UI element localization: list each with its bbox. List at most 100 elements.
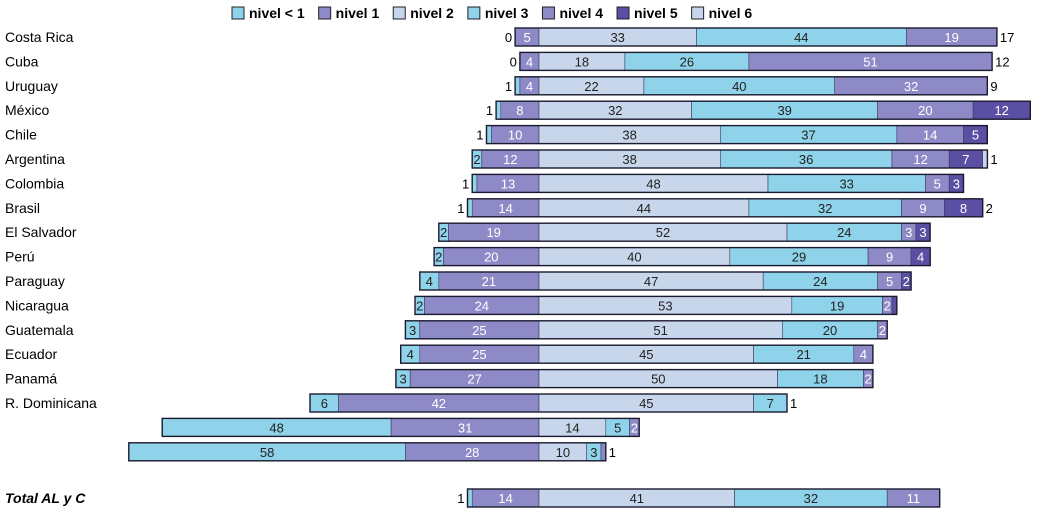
bar-row: Cuba 4 18 26 51 0 12 xyxy=(5,51,1010,72)
bar-segment xyxy=(982,149,988,169)
legend-swatch xyxy=(318,6,332,20)
bar-segment xyxy=(891,296,898,315)
legend-swatch xyxy=(392,6,406,20)
segment-label: 20 xyxy=(918,103,932,118)
segment-label: 11 xyxy=(907,491,921,506)
bar-row: R. Dominicana 6 42 45 7 1 xyxy=(5,393,797,413)
bar-row: Nicaragua 2 24 53 19 2 xyxy=(5,295,898,316)
bar-row: Costa Rica 5 33 44 19 0 17 xyxy=(5,27,1014,47)
legend-label: nivel 2 xyxy=(410,5,454,21)
bar-row: México 8 32 39 20 12 1 xyxy=(5,100,1032,120)
segment-label: 2 xyxy=(473,152,480,167)
row-label: Argentina xyxy=(5,151,65,167)
segment-label: 2 xyxy=(631,420,638,435)
legend-item: nivel 3 xyxy=(467,5,529,21)
segment-label: 28 xyxy=(465,445,479,460)
legend-label: nivel 3 xyxy=(485,5,529,21)
bar-outline xyxy=(419,271,912,291)
legend-label: nivel 5 xyxy=(634,5,678,21)
legend-label: nivel 6 xyxy=(709,5,753,21)
segment-label: 42 xyxy=(432,396,446,411)
segment-label: 18 xyxy=(575,54,589,69)
bar-outline xyxy=(466,488,941,508)
segment-label: 5 xyxy=(523,30,530,45)
bar-outline xyxy=(395,368,874,389)
bar-segment xyxy=(471,174,478,193)
row-label: Guatemala xyxy=(5,322,74,338)
bar-row: El Salvador 2 19 52 24 3 3 xyxy=(5,222,931,242)
segment-label: 19 xyxy=(486,225,500,240)
row-label: Total AL y C xyxy=(5,490,86,506)
outside-label: 1 xyxy=(462,176,469,191)
bar-row: 48 31 14 5 2 xyxy=(161,417,640,438)
segment-label: 58 xyxy=(260,445,274,460)
segment-label: 2 xyxy=(416,298,423,313)
segment-label: 41 xyxy=(630,491,644,506)
row-label: Perú xyxy=(5,249,35,265)
outside-label: 1 xyxy=(990,152,997,167)
segment-label: 36 xyxy=(799,152,813,167)
segment-label: 25 xyxy=(472,323,486,338)
segment-label: 32 xyxy=(904,79,918,94)
bar-row: Chile 10 38 37 14 5 1 xyxy=(5,124,988,145)
segment-label: 31 xyxy=(458,420,472,435)
segment-label: 13 xyxy=(501,176,515,191)
segment-label: 14 xyxy=(565,420,579,435)
segment-label: 2 xyxy=(864,372,871,387)
bar-outline xyxy=(161,417,640,438)
segment-label: 8 xyxy=(516,103,523,118)
legend-swatch xyxy=(467,6,481,20)
outside-label: 1 xyxy=(609,445,616,460)
bar-outline xyxy=(514,76,988,96)
segment-label: 21 xyxy=(796,347,810,362)
segment-label: 26 xyxy=(680,54,694,69)
segment-label: 4 xyxy=(426,274,433,289)
segment-label: 3 xyxy=(399,372,406,387)
bar-outline xyxy=(495,100,1032,120)
segment-label: 3 xyxy=(919,225,926,240)
segment-label: 27 xyxy=(467,372,481,387)
outside-label: 1 xyxy=(486,103,493,118)
bar-outline xyxy=(433,246,931,267)
row-label: R. Dominicana xyxy=(5,395,97,411)
outside-label: 1 xyxy=(457,201,464,216)
segment-label: 4 xyxy=(526,79,533,94)
segment-label: 32 xyxy=(608,103,622,118)
segment-label: 7 xyxy=(962,152,969,167)
segment-label: 25 xyxy=(472,347,486,362)
segment-label: 32 xyxy=(818,201,832,216)
segment-label: 45 xyxy=(639,347,653,362)
segment-label: 24 xyxy=(837,225,851,240)
row-label: Nicaragua xyxy=(5,297,69,313)
segment-label: 20 xyxy=(823,323,837,338)
segment-label: 29 xyxy=(792,250,806,265)
segment-label: 21 xyxy=(482,274,496,289)
segment-label: 50 xyxy=(651,372,665,387)
bar-outline xyxy=(438,222,931,242)
row-label: Colombia xyxy=(5,175,64,191)
segment-label: 39 xyxy=(777,103,791,118)
bar-segment xyxy=(467,488,473,508)
bar-row: Colombia 13 48 33 5 3 1 xyxy=(5,173,965,194)
legend-swatch xyxy=(231,6,245,20)
segment-label: 18 xyxy=(813,372,827,387)
segment-label: 53 xyxy=(658,298,672,313)
segment-label: 24 xyxy=(813,274,827,289)
segment-label: 5 xyxy=(614,420,621,435)
legend-item: nivel < 1 xyxy=(231,5,305,21)
row-label: México xyxy=(5,102,50,118)
segment-label: 3 xyxy=(905,225,912,240)
segment-label: 9 xyxy=(886,250,893,265)
outside-label: 9 xyxy=(990,79,997,94)
row-label: Uruguay xyxy=(5,78,58,94)
row-label: Brasil xyxy=(5,200,40,216)
segment-label: 20 xyxy=(484,250,498,265)
segment-label: 19 xyxy=(944,30,958,45)
legend-item: nivel 1 xyxy=(318,5,379,21)
segment-label: 10 xyxy=(508,128,522,143)
segment-label: 2 xyxy=(884,298,891,313)
segment-label: 51 xyxy=(863,54,877,69)
segment-label: 38 xyxy=(622,152,636,167)
segment-label: 5 xyxy=(886,274,893,289)
